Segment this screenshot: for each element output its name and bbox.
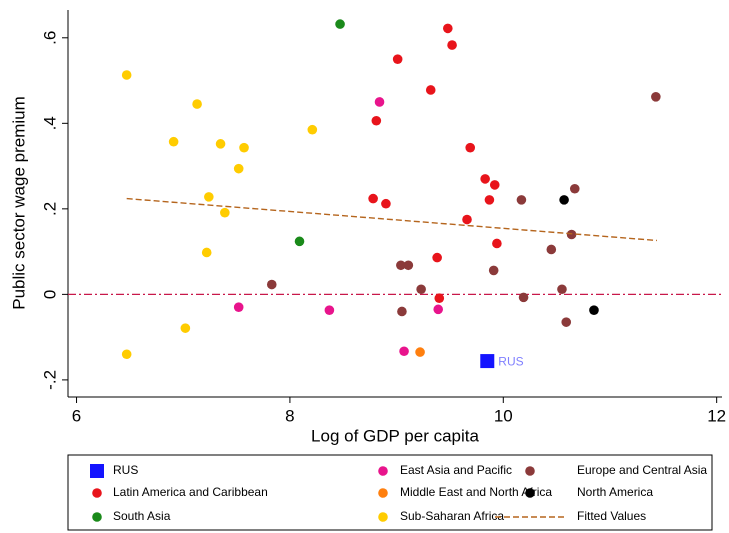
point xyxy=(465,142,476,153)
x-tick-label: 8 xyxy=(285,406,294,425)
legend-marker xyxy=(92,488,102,498)
point xyxy=(434,293,445,304)
point xyxy=(368,193,378,204)
point xyxy=(233,302,244,312)
point xyxy=(561,317,572,327)
fitted-line xyxy=(126,197,657,242)
point xyxy=(192,99,202,109)
point xyxy=(557,284,567,295)
point xyxy=(569,183,580,194)
point xyxy=(204,192,214,202)
point xyxy=(425,85,436,95)
legend-marker xyxy=(525,466,535,476)
point xyxy=(415,347,425,357)
point xyxy=(307,124,318,135)
point xyxy=(294,236,305,247)
y-tick-label: 0 xyxy=(40,290,59,299)
x-tick-label: 12 xyxy=(707,406,726,425)
legend-marker xyxy=(525,488,535,498)
legend-label: Sub-Saharan Africa xyxy=(400,509,504,523)
y-tick-label: .6 xyxy=(40,31,59,45)
point xyxy=(121,349,132,360)
point xyxy=(121,70,132,80)
legend-label: Fitted Values xyxy=(577,509,646,523)
x-tick-label: 6 xyxy=(72,406,81,425)
legend-marker xyxy=(378,512,388,522)
point xyxy=(266,279,277,290)
legend-label: RUS xyxy=(113,463,138,477)
point xyxy=(403,260,414,271)
point xyxy=(480,174,490,184)
point xyxy=(492,238,502,249)
point xyxy=(381,198,391,209)
point xyxy=(335,19,345,29)
y-axis-label: Public sector wage premium xyxy=(9,96,28,310)
point xyxy=(168,136,179,147)
point xyxy=(484,195,495,205)
x-axis-label: Log of GDP per capita xyxy=(311,426,479,445)
x-tick-label: 10 xyxy=(494,406,513,425)
point xyxy=(516,195,527,205)
point xyxy=(489,180,500,190)
legend-box xyxy=(67,454,713,531)
legend-marker xyxy=(378,466,388,476)
point xyxy=(566,229,577,240)
legend-marker xyxy=(92,512,102,522)
point xyxy=(589,305,599,315)
point xyxy=(233,163,244,174)
point xyxy=(396,260,406,271)
point-label: RUS xyxy=(498,354,523,368)
point xyxy=(432,252,442,263)
point xyxy=(239,142,249,153)
point xyxy=(518,292,529,303)
point xyxy=(480,354,495,369)
point xyxy=(416,284,426,295)
point xyxy=(546,244,557,255)
point xyxy=(220,207,230,218)
point xyxy=(488,265,499,276)
point xyxy=(371,115,382,126)
legend-label: Middle East and North Africa xyxy=(400,485,552,499)
point xyxy=(651,92,661,102)
point xyxy=(180,323,191,333)
legend-marker xyxy=(90,464,104,478)
point xyxy=(462,214,472,225)
legend-label: South Asia xyxy=(113,509,171,523)
legend-label: Europe and Central Asia xyxy=(577,463,707,477)
point xyxy=(201,247,212,258)
point xyxy=(324,305,335,315)
legend-label: North America xyxy=(577,485,653,499)
point xyxy=(559,195,569,205)
point xyxy=(397,306,407,317)
point xyxy=(374,97,385,107)
point xyxy=(433,304,444,315)
y-tick-label: -.2 xyxy=(40,370,59,390)
point xyxy=(399,346,409,357)
y-tick-label: .4 xyxy=(40,116,59,130)
y-tick-label: .2 xyxy=(40,202,59,216)
point xyxy=(443,23,453,34)
legend-label: East Asia and Pacific xyxy=(400,463,512,477)
point xyxy=(392,54,403,64)
point xyxy=(447,40,457,50)
legend-label: Latin America and Caribbean xyxy=(113,485,268,499)
point xyxy=(215,139,226,149)
legend-marker xyxy=(378,488,388,498)
